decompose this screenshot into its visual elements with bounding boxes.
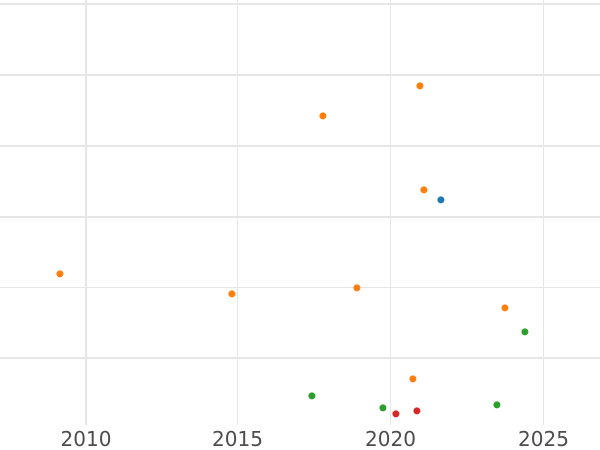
vertical-gridline (542, 0, 545, 425)
data-point-green (308, 392, 316, 400)
data-point-orange (409, 374, 417, 383)
data-point-orange (420, 186, 428, 194)
x-tick-label: 2020 (365, 427, 416, 450)
data-point-orange (56, 270, 64, 278)
horizontal-gridline (0, 286, 600, 289)
horizontal-gridline (0, 357, 600, 359)
data-point-blue (437, 196, 445, 204)
vertical-gridline (236, 0, 239, 425)
x-tick-label: 2025 (518, 427, 569, 450)
data-point-orange (353, 284, 361, 292)
x-tick-label: 2010 (60, 427, 112, 450)
vertical-gridline (85, 0, 87, 425)
data-point-orange (319, 112, 327, 120)
horizontal-gridline (0, 3, 600, 5)
data-point-red (392, 409, 400, 418)
data-point-red (413, 407, 421, 415)
data-point-green (493, 401, 501, 409)
data-point-green (521, 327, 529, 336)
data-point-green (379, 404, 387, 412)
x-tick-label: 2015 (212, 427, 263, 450)
horizontal-gridline (0, 145, 600, 147)
data-point-orange (501, 304, 509, 312)
data-point-orange (416, 82, 424, 90)
vertical-gridline (389, 0, 392, 425)
data-point-orange (228, 290, 236, 298)
horizontal-gridline (0, 216, 600, 218)
horizontal-gridline (0, 74, 600, 76)
